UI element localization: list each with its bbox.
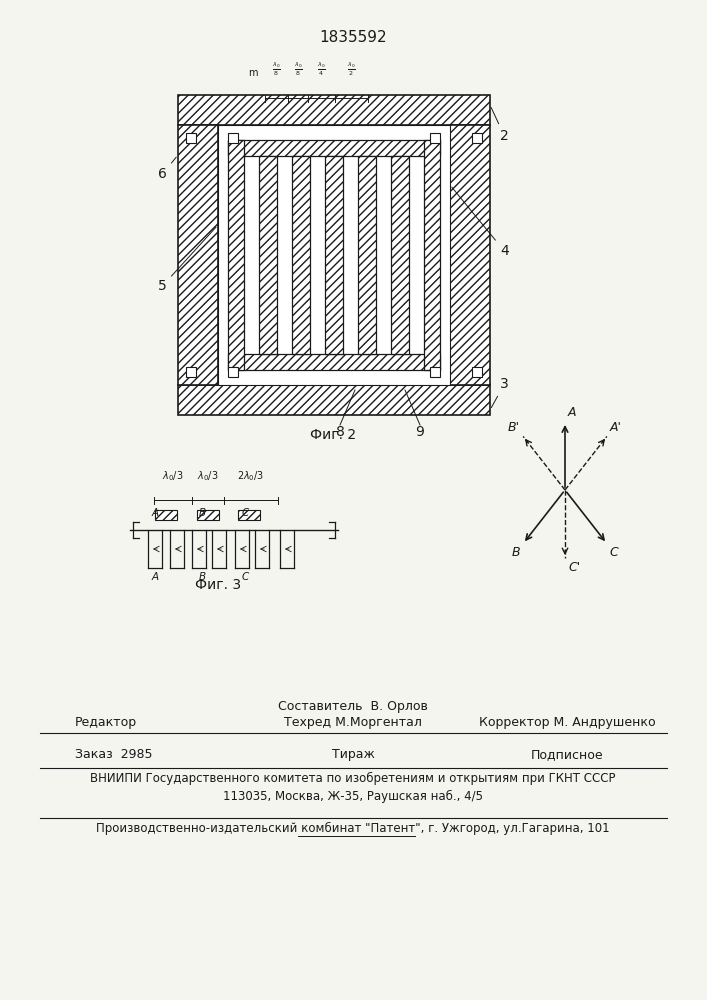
Text: 2: 2 <box>491 108 509 143</box>
Text: 6: 6 <box>158 157 176 181</box>
Bar <box>450 125 490 385</box>
Text: Корректор М. Андрушенко: Корректор М. Андрушенко <box>479 716 655 729</box>
Bar <box>186 367 196 377</box>
Bar <box>228 133 238 143</box>
Bar <box>228 354 440 370</box>
Text: B: B <box>511 546 520 559</box>
Text: 4: 4 <box>452 187 509 258</box>
Text: 1835592: 1835592 <box>319 30 387 45</box>
Text: 3: 3 <box>491 377 509 408</box>
Bar <box>292 156 310 354</box>
Text: A: A <box>568 406 576 419</box>
Text: Производственно-издательский комбинат "Патент", г. Ужгород, ул.Гагарина, 101: Производственно-издательский комбинат "П… <box>96 822 610 835</box>
Bar <box>218 125 450 385</box>
Text: 9: 9 <box>416 425 424 439</box>
Bar <box>228 367 238 377</box>
Text: Подписное: Подписное <box>531 748 603 761</box>
Text: B: B <box>199 508 206 518</box>
Bar <box>186 133 196 143</box>
Text: B: B <box>199 572 206 582</box>
Text: Тираж: Тираж <box>332 748 375 761</box>
Text: $\frac{\lambda_0}{8}$: $\frac{\lambda_0}{8}$ <box>293 60 303 78</box>
Text: $\frac{\lambda_0}{2}$: $\frac{\lambda_0}{2}$ <box>346 60 356 78</box>
Text: $2\lambda_0/3$: $2\lambda_0/3$ <box>238 469 264 483</box>
Text: A: A <box>151 508 158 518</box>
Text: C': C' <box>568 561 580 574</box>
Bar <box>391 156 409 354</box>
Text: A': A' <box>610 421 621 434</box>
Bar <box>472 133 482 143</box>
Bar <box>228 140 440 156</box>
Text: m: m <box>248 68 258 78</box>
Text: 5: 5 <box>158 227 216 293</box>
Text: $\lambda_0/3$: $\lambda_0/3$ <box>162 469 184 483</box>
Bar <box>430 367 440 377</box>
Bar <box>238 510 260 520</box>
Text: ВНИИПИ Государственного комитета по изобретениям и открытиям при ГКНТ СССР: ВНИИПИ Государственного комитета по изоб… <box>90 772 616 785</box>
Text: Заказ  2985: Заказ 2985 <box>75 748 153 761</box>
Text: Редактор: Редактор <box>75 716 137 729</box>
Text: C: C <box>241 572 249 582</box>
Text: 113035, Москва, Ж-35, Раушская наб., 4/5: 113035, Москва, Ж-35, Раушская наб., 4/5 <box>223 790 483 803</box>
Text: Техред М.Моргентал: Техред М.Моргентал <box>284 716 422 729</box>
Bar <box>228 140 244 370</box>
Bar <box>155 510 177 520</box>
Bar <box>430 133 440 143</box>
Text: Фиг. 3: Фиг. 3 <box>195 578 241 592</box>
Bar <box>178 385 490 415</box>
Text: B': B' <box>508 421 520 434</box>
Bar <box>197 510 219 520</box>
Text: $\frac{\lambda_0}{8}$: $\frac{\lambda_0}{8}$ <box>271 60 281 78</box>
Bar <box>259 156 277 354</box>
Bar <box>178 95 490 125</box>
Text: A: A <box>151 572 158 582</box>
Text: C: C <box>241 508 249 518</box>
Text: $\lambda_0/3$: $\lambda_0/3$ <box>197 469 218 483</box>
Text: $\frac{\lambda_0}{4}$: $\frac{\lambda_0}{4}$ <box>317 60 325 78</box>
Bar <box>358 156 376 354</box>
Bar <box>424 140 440 370</box>
Text: 8: 8 <box>336 425 344 439</box>
Bar <box>325 156 343 354</box>
Bar <box>178 125 218 385</box>
Text: C: C <box>610 546 619 559</box>
Text: Составитель  В. Орлов: Составитель В. Орлов <box>278 700 428 713</box>
Text: Фиг. 2: Фиг. 2 <box>310 428 356 442</box>
Bar <box>472 367 482 377</box>
